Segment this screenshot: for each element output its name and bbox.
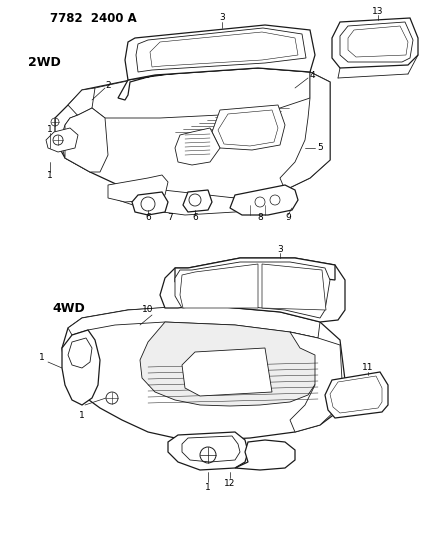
Polygon shape [218,110,278,146]
Text: 6: 6 [192,214,198,222]
Polygon shape [175,262,330,318]
Text: 1: 1 [79,410,85,419]
Text: 4WD: 4WD [52,302,85,314]
Polygon shape [290,332,342,432]
Text: 7782  2400 A: 7782 2400 A [50,12,137,25]
Text: 2: 2 [105,80,111,90]
Polygon shape [118,185,285,215]
Polygon shape [65,108,108,172]
Text: 5: 5 [317,143,323,152]
Polygon shape [182,348,272,396]
Polygon shape [235,440,295,470]
Polygon shape [125,25,315,80]
Polygon shape [182,436,240,462]
Polygon shape [175,128,220,165]
Polygon shape [46,128,78,152]
Text: 1: 1 [47,125,53,134]
Text: 9: 9 [285,214,291,222]
Polygon shape [150,32,298,67]
Text: 1: 1 [47,171,53,180]
Polygon shape [55,68,330,200]
Polygon shape [60,88,100,172]
Polygon shape [230,185,298,215]
Text: 1: 1 [39,353,45,362]
Text: 8: 8 [257,214,263,222]
Polygon shape [325,372,388,418]
Polygon shape [118,58,310,100]
Text: 11: 11 [362,364,374,373]
Polygon shape [212,105,285,150]
Text: 4: 4 [309,70,315,79]
Polygon shape [62,330,100,405]
Text: 7: 7 [167,214,173,222]
Polygon shape [68,305,320,338]
Polygon shape [136,28,306,72]
Polygon shape [92,68,310,118]
Polygon shape [262,264,326,310]
Text: 2WD: 2WD [28,55,61,69]
Polygon shape [168,432,248,470]
Polygon shape [132,192,168,215]
Text: 3: 3 [277,245,283,254]
Polygon shape [330,376,382,413]
Text: 12: 12 [224,480,236,489]
Text: 13: 13 [372,7,384,17]
Polygon shape [68,338,92,368]
Polygon shape [180,264,258,308]
Polygon shape [160,258,345,322]
Polygon shape [108,175,168,202]
Text: 1: 1 [205,483,211,492]
Polygon shape [183,190,212,212]
Polygon shape [140,322,318,406]
Polygon shape [348,26,408,57]
Polygon shape [175,258,335,282]
Text: 3: 3 [219,13,225,22]
Polygon shape [340,22,413,62]
Polygon shape [280,72,330,190]
Text: 6: 6 [145,214,151,222]
Polygon shape [62,305,345,440]
Polygon shape [332,18,418,68]
Text: 10: 10 [142,305,154,314]
